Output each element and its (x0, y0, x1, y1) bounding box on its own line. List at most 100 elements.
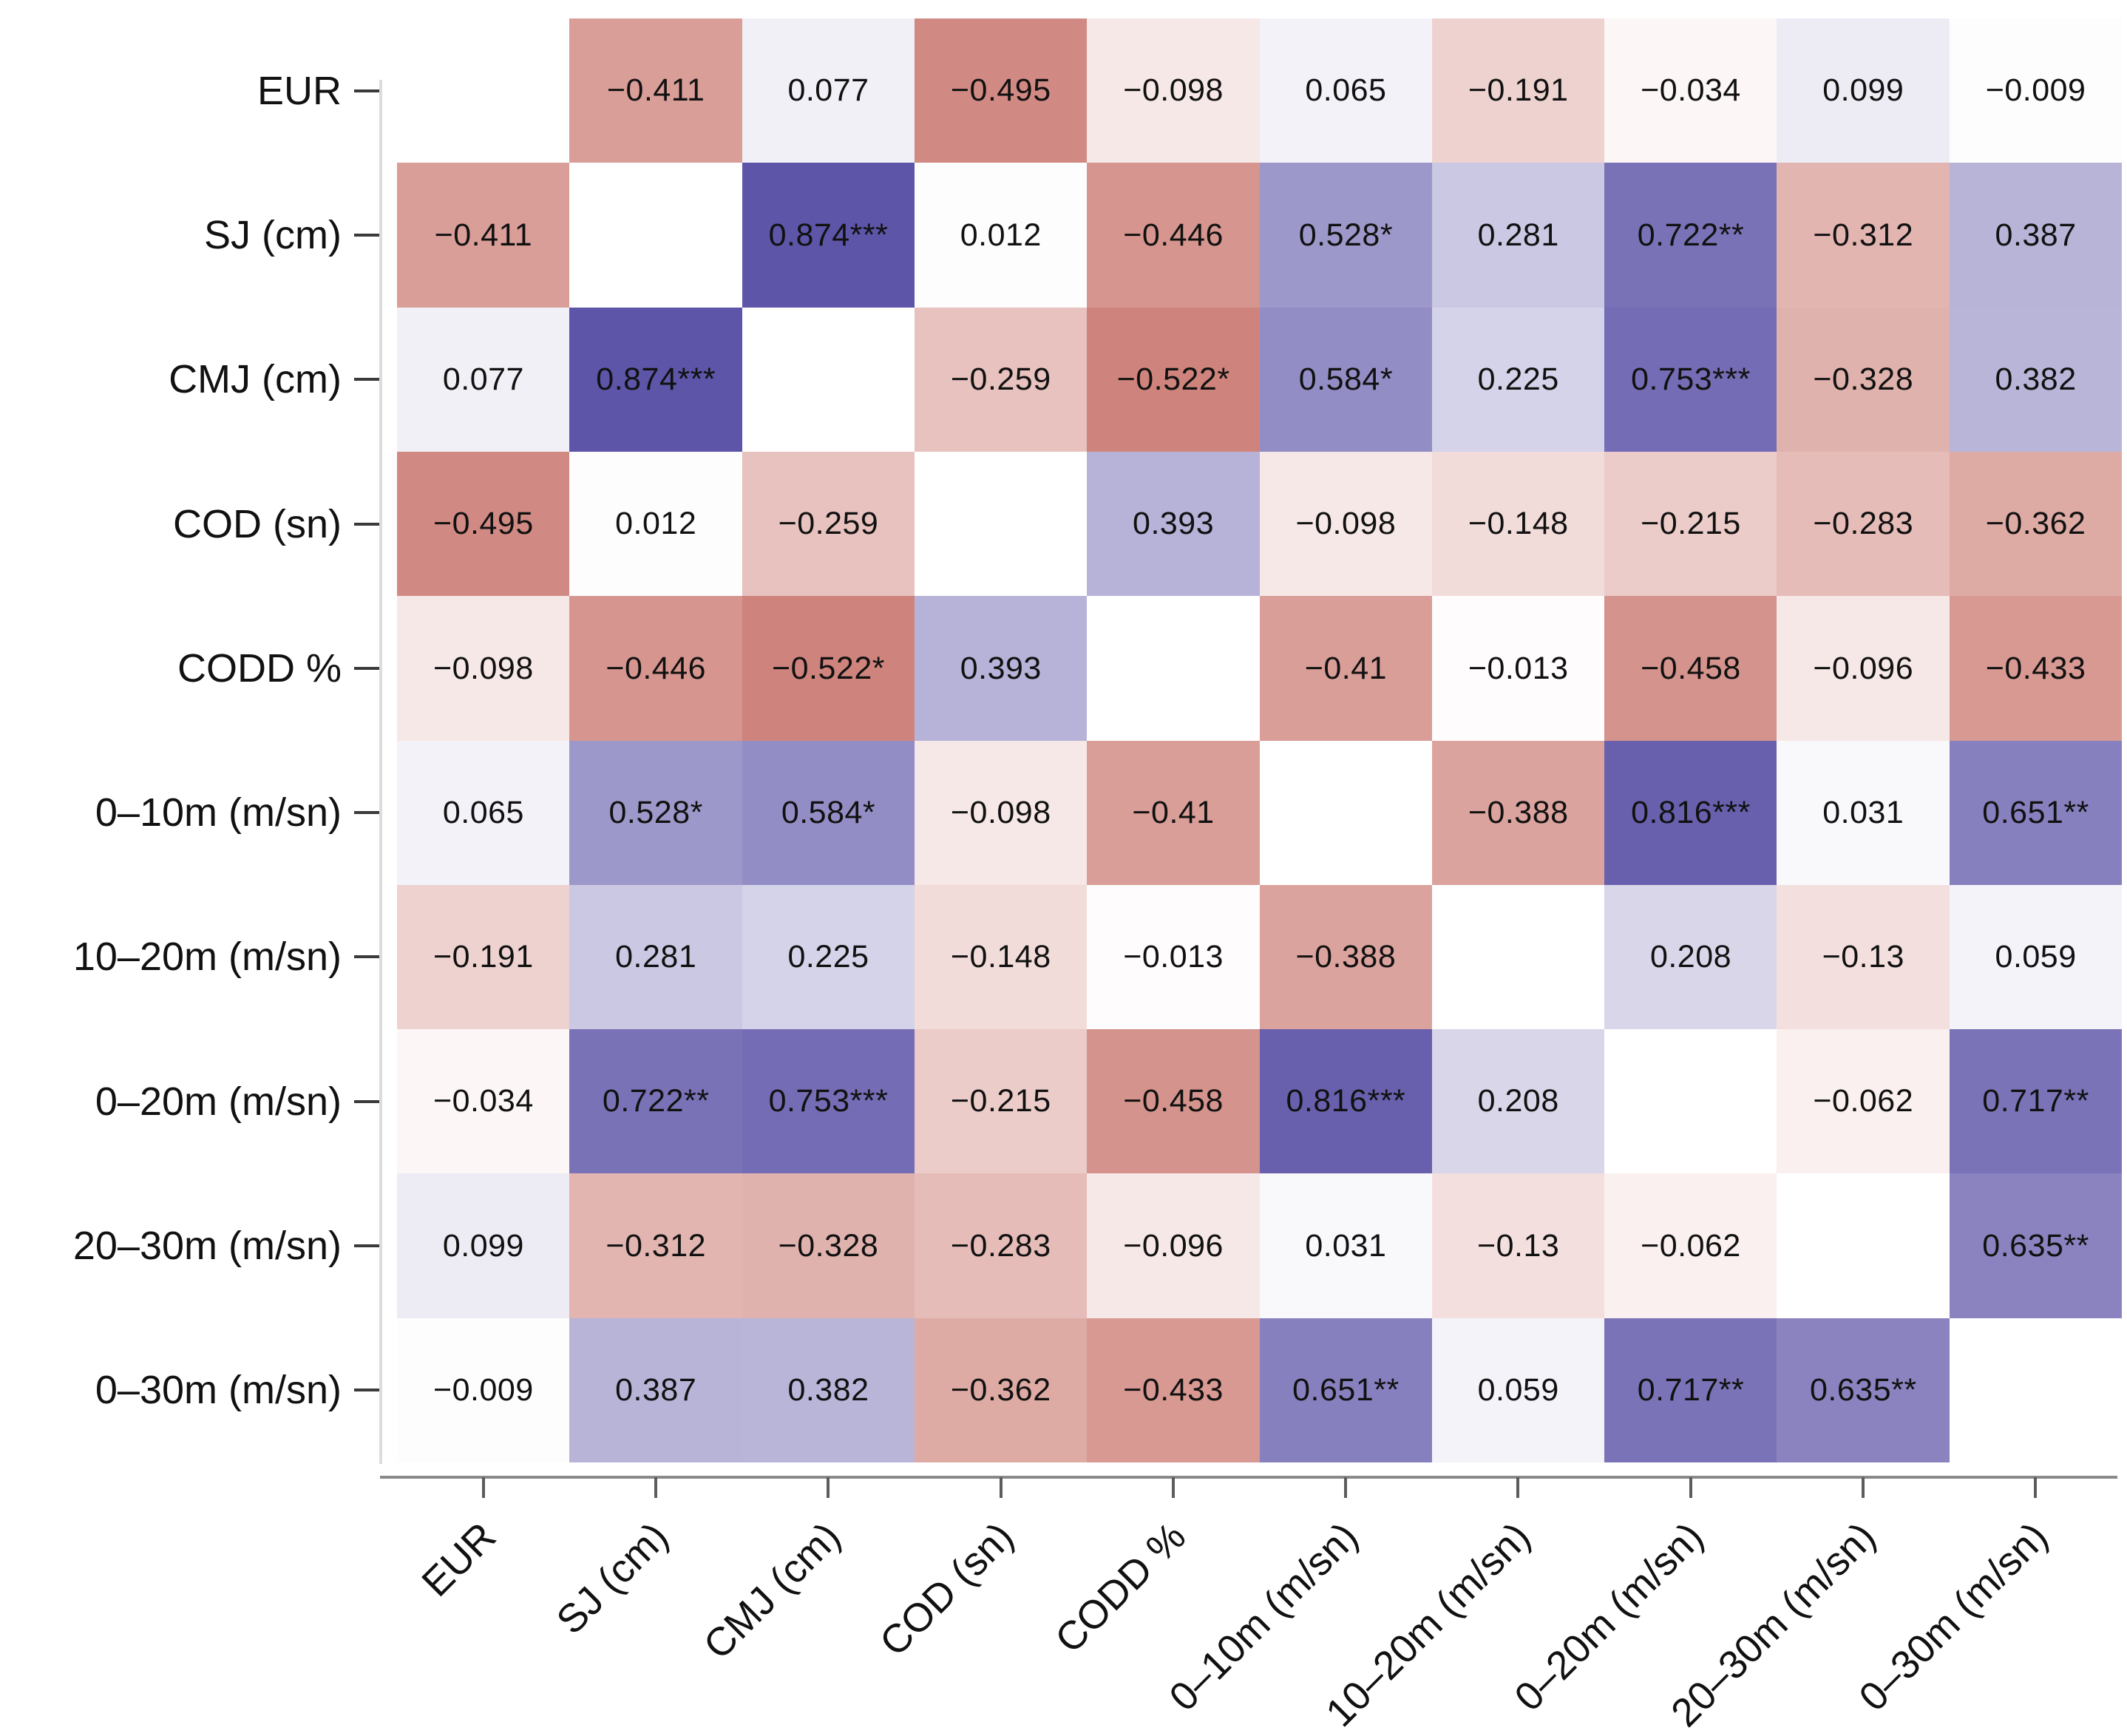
cell-value: −0.098 (1123, 72, 1224, 109)
cell-value: 0.874*** (596, 361, 716, 397)
cell-value: −0.312 (1813, 217, 1914, 253)
heatmap-cell (569, 163, 743, 308)
cell-value: −0.411 (606, 72, 705, 109)
y-axis-tick (354, 233, 379, 237)
heatmap-cell: −0.148 (914, 884, 1088, 1030)
cell-value: 0.393 (1133, 506, 1215, 542)
heatmap-cell: −0.259 (914, 307, 1088, 452)
heatmap-cell: 0.717** (1604, 1318, 1777, 1463)
cell-value: −0.495 (950, 72, 1051, 109)
cell-value: 0.225 (1477, 361, 1559, 397)
heatmap-cell: −0.148 (1431, 451, 1605, 597)
y-axis-label: CODD % (177, 645, 342, 691)
x-axis-tick (2034, 1477, 2038, 1498)
heatmap-cell: −0.191 (1431, 18, 1605, 163)
heatmap-cell (1949, 1318, 2123, 1463)
heatmap-cell: 0.281 (1431, 163, 1605, 308)
cell-value: −0.522* (772, 650, 885, 686)
heatmap-cell: −0.312 (569, 1173, 743, 1319)
heatmap-cell: −0.13 (1777, 884, 1950, 1030)
cell-value: −0.013 (1468, 650, 1569, 686)
cell-value: −0.259 (950, 361, 1051, 397)
cell-value: 0.065 (442, 794, 524, 830)
heatmap-cell: −0.411 (397, 163, 570, 308)
heatmap-cell: 0.099 (1777, 18, 1950, 163)
cell-value: 0.065 (1305, 72, 1387, 109)
cell-value: −0.433 (1985, 650, 2086, 686)
x-axis-tick (1171, 1477, 1175, 1498)
cell-value: 0.077 (442, 361, 524, 397)
cell-value: 0.382 (1995, 361, 2077, 397)
heatmap-cell: −0.034 (1604, 18, 1777, 163)
heatmap-cell: 0.635** (1777, 1318, 1950, 1463)
cell-value: −0.283 (950, 1227, 1051, 1264)
cell-value: −0.312 (605, 1227, 707, 1264)
cell-value: −0.362 (1985, 506, 2086, 542)
x-axis-tick (1689, 1477, 1692, 1498)
heatmap-cell: 0.753*** (742, 1029, 915, 1174)
heatmap-cell: 0.651** (1949, 740, 2123, 886)
heatmap-cell: −0.328 (742, 1173, 915, 1319)
heatmap-cell: −0.13 (1431, 1173, 1605, 1319)
cell-value: 0.651** (1292, 1372, 1400, 1408)
heatmap-cell: −0.098 (397, 596, 570, 741)
y-axis-tick (354, 1099, 379, 1103)
heatmap-cell: −0.41 (1259, 596, 1433, 741)
y-axis-label: 10–20m (m/sn) (72, 935, 342, 980)
heatmap-cell: 0.225 (742, 884, 915, 1030)
heatmap-cell (397, 18, 570, 163)
cell-value: −0.009 (1985, 72, 2086, 109)
y-axis-line (379, 80, 382, 1464)
heatmap-cell: 0.635** (1949, 1173, 2123, 1319)
cell-value: −0.034 (433, 1083, 534, 1119)
cell-value: 0.816*** (1286, 1083, 1406, 1119)
heatmap-cell (1777, 1173, 1950, 1319)
y-axis-label: COD (sn) (173, 501, 342, 546)
heatmap-cell: 0.651** (1259, 1318, 1433, 1463)
heatmap-cell: −0.098 (1259, 451, 1433, 597)
cell-value: −0.328 (778, 1227, 879, 1264)
x-axis-tick (1516, 1477, 1520, 1498)
heatmap-cell: 0.208 (1431, 1029, 1605, 1174)
heatmap-cell: −0.312 (1777, 163, 1950, 308)
cell-value: 0.584* (1298, 361, 1394, 397)
cell-value: −0.096 (1813, 650, 1914, 686)
cell-value: −0.013 (1123, 939, 1224, 975)
cell-value: −0.148 (1468, 506, 1569, 542)
heatmap-cell: 0.059 (1949, 884, 2123, 1030)
heatmap-cell: −0.411 (569, 18, 743, 163)
y-axis-label: 20–30m (m/sn) (72, 1224, 342, 1269)
cell-value: 0.281 (1477, 217, 1559, 253)
cell-value: −0.148 (950, 939, 1051, 975)
heatmap-cell: 0.059 (1431, 1318, 1605, 1463)
cell-value: 0.753*** (768, 1083, 889, 1119)
heatmap-cell: 0.387 (569, 1318, 743, 1463)
y-axis-label: SJ (cm) (204, 212, 342, 257)
heatmap-cell: −0.034 (397, 1029, 570, 1174)
cell-value: −0.446 (605, 650, 707, 686)
cell-value: 0.031 (1305, 1227, 1387, 1264)
heatmap-cell: −0.096 (1087, 1173, 1260, 1319)
heatmap-cell: −0.362 (1949, 451, 2123, 597)
heatmap-cell: −0.215 (914, 1029, 1088, 1174)
heatmap-cell: 0.717** (1949, 1029, 2123, 1174)
y-axis-label: 0–30m (m/sn) (95, 1368, 342, 1413)
cell-value: 0.281 (615, 939, 697, 975)
cell-value: 0.387 (615, 1372, 697, 1408)
heatmap-cell: 0.031 (1777, 740, 1950, 886)
x-axis-tick (654, 1477, 657, 1498)
cell-value: −0.215 (950, 1083, 1051, 1119)
heatmap-cell: 0.874*** (742, 163, 915, 308)
cell-value: 0.387 (1995, 217, 2077, 253)
heatmap-cell: 0.753*** (1604, 307, 1777, 452)
cell-value: 0.393 (960, 650, 1042, 686)
heatmap-cell: −0.446 (1087, 163, 1260, 308)
heatmap-cell: 0.012 (569, 451, 743, 597)
cell-value: 0.753*** (1631, 361, 1751, 397)
cell-value: −0.13 (1822, 939, 1904, 975)
cell-value: 0.816*** (1631, 794, 1751, 830)
heatmap-cell: 0.584* (1259, 307, 1433, 452)
y-axis-label: EUR (257, 68, 342, 113)
heatmap-cell: −0.328 (1777, 307, 1950, 452)
heatmap-cell: 0.031 (1259, 1173, 1433, 1319)
